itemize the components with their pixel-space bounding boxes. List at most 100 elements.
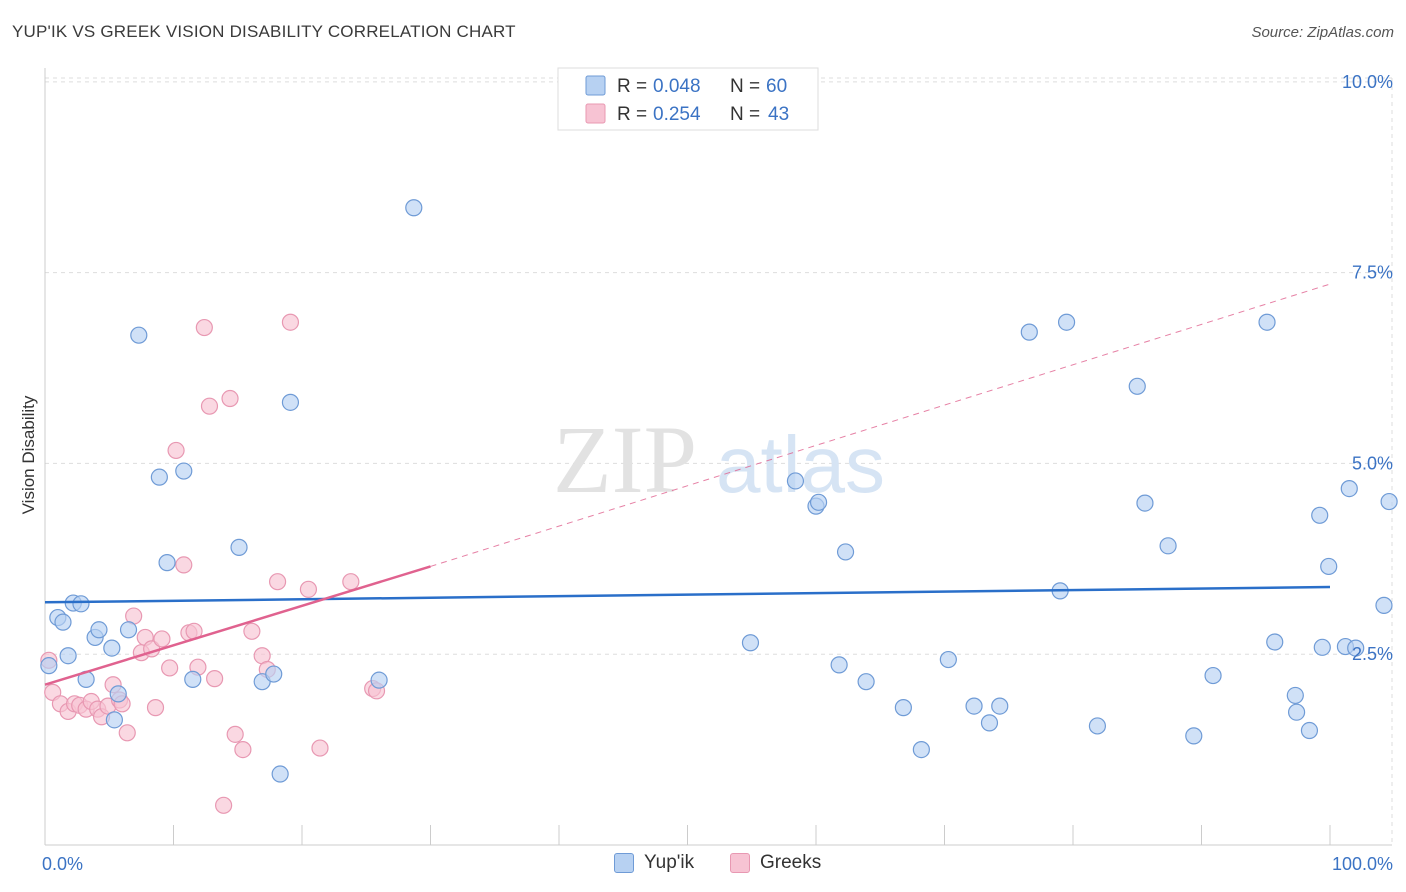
- watermark-atlas: atlas: [716, 420, 885, 509]
- legend-n-label-yupik: N =: [730, 76, 760, 97]
- trend-line-yupik: [44, 585, 1331, 604]
- yupik-point-8: [90, 621, 108, 639]
- legend-r-value-greeks: 0.254: [653, 104, 701, 125]
- yupik-point-5: [72, 595, 90, 613]
- yupik-point-15: [158, 554, 176, 572]
- yupik-point-46: [1204, 666, 1222, 685]
- trend-line-greeks-extension: [430, 283, 1331, 567]
- yupik-point-22: [281, 393, 300, 411]
- greeks-point-34: [243, 622, 261, 640]
- legend-n-value-greeks: 43: [768, 104, 789, 125]
- legend-r-label-yupik: R =: [617, 76, 647, 97]
- legend-top: R = 0.048 N = 60 R = 0.254 N = 43: [557, 67, 819, 131]
- yupik-point-11: [105, 711, 123, 729]
- yupik-point-10: [109, 685, 127, 703]
- y-tick-labels: 2.5% 5.0% 7.5% 10.0%: [1342, 72, 1393, 664]
- yupik-point-0: [40, 657, 58, 675]
- trend-lines: [44, 283, 1331, 686]
- series-greeks-points: [40, 313, 386, 814]
- yupik-point-9: [103, 639, 121, 657]
- legend-label-yupik: Yup'ik: [644, 852, 695, 873]
- yupik-point-45: [1185, 727, 1203, 745]
- greeks-point-19: [146, 699, 165, 717]
- legend-item-yupik: Yup'ik: [614, 852, 694, 874]
- x-tick-label-0: 0.0%: [42, 854, 83, 874]
- yupik-point-29: [830, 656, 848, 674]
- legend-r-value-yupik: 0.048: [653, 76, 701, 97]
- yupik-point-25: [741, 634, 760, 652]
- yupik-point-13: [130, 326, 148, 344]
- yupik-point-18: [230, 538, 248, 556]
- greeks-point-40: [311, 739, 329, 757]
- yupik-point-23: [370, 671, 388, 689]
- greeks-point-22: [167, 441, 185, 460]
- yupik-point-44: [1159, 537, 1177, 555]
- greeks-point-33: [234, 741, 252, 759]
- y-tick-label-3: 10.0%: [1342, 72, 1393, 92]
- greeks-point-23: [175, 556, 193, 574]
- greeks-point-29: [206, 670, 224, 688]
- yupik-point-40: [1057, 313, 1076, 331]
- greeks-point-32: [226, 725, 244, 743]
- greeks-point-37: [268, 573, 287, 591]
- yupik-point-33: [912, 741, 930, 759]
- yupik-point-26: [786, 472, 805, 490]
- legend-label-greeks: Greeks: [760, 852, 822, 873]
- legend-swatch-yupik-bottom: [614, 853, 634, 873]
- yupik-point-12: [119, 621, 138, 639]
- yupik-point-31: [857, 673, 875, 691]
- legend-swatch-greeks-bottom: [730, 853, 750, 873]
- trend-line-greeks: [44, 565, 431, 686]
- y-tick-label-1: 5.0%: [1352, 453, 1393, 473]
- yupik-point-51: [1300, 721, 1319, 740]
- yupik-point-56: [1340, 479, 1358, 498]
- yupik-point-14: [150, 468, 168, 486]
- greeks-point-39: [299, 580, 318, 598]
- yupik-point-24: [405, 199, 423, 217]
- yupik-point-28: [809, 493, 828, 511]
- yupik-point-43: [1088, 717, 1107, 735]
- greeks-point-20: [153, 630, 171, 648]
- legend-item-greeks: Greeks: [730, 852, 821, 874]
- greeks-point-21: [161, 659, 179, 677]
- yupik-point-47: [1258, 313, 1276, 331]
- yupik-point-49: [1286, 686, 1304, 705]
- yupik-point-41: [1128, 377, 1146, 395]
- greeks-point-30: [215, 796, 233, 814]
- yupik-point-21: [271, 765, 289, 783]
- legend-n-label-greeks: N =: [730, 104, 760, 125]
- yupik-point-59: [1347, 639, 1365, 657]
- yupik-point-20: [265, 665, 283, 683]
- yupik-point-36: [980, 714, 999, 732]
- yupik-point-58: [1380, 492, 1398, 511]
- source-label: Source: ZipAtlas.com: [1251, 24, 1394, 41]
- y-tick-label-2: 7.5%: [1352, 263, 1393, 283]
- yupik-point-30: [836, 543, 855, 561]
- yupik-point-3: [59, 647, 77, 665]
- series-yupik-points: [40, 199, 1398, 783]
- axes: [44, 68, 1392, 846]
- yupik-point-38: [1020, 323, 1038, 341]
- yupik-point-16: [175, 462, 193, 480]
- yupik-point-54: [1320, 557, 1338, 576]
- yupik-point-53: [1313, 638, 1331, 656]
- legend-swatch-yupik: [585, 75, 606, 96]
- greeks-point-31: [221, 389, 239, 408]
- yupik-point-17: [184, 670, 202, 688]
- x-tick-label-1: 100.0%: [1332, 854, 1393, 874]
- legend-swatch-greeks: [585, 103, 606, 124]
- greeks-point-14: [118, 724, 136, 742]
- watermark-zip: ZIP: [553, 406, 697, 513]
- y-tick-label-0: 2.5%: [1352, 644, 1393, 664]
- greeks-point-38: [281, 313, 300, 331]
- y-axis-label: Vision Disability: [19, 395, 38, 514]
- yupik-point-42: [1136, 494, 1154, 512]
- greeks-point-27: [195, 318, 213, 337]
- yupik-point-48: [1266, 633, 1284, 651]
- yupik-point-35: [965, 697, 983, 715]
- greeks-point-28: [200, 397, 219, 415]
- yupik-point-52: [1311, 506, 1329, 524]
- yupik-point-34: [939, 650, 957, 669]
- x-tick-labels: 0.0% 100.0%: [42, 854, 1393, 874]
